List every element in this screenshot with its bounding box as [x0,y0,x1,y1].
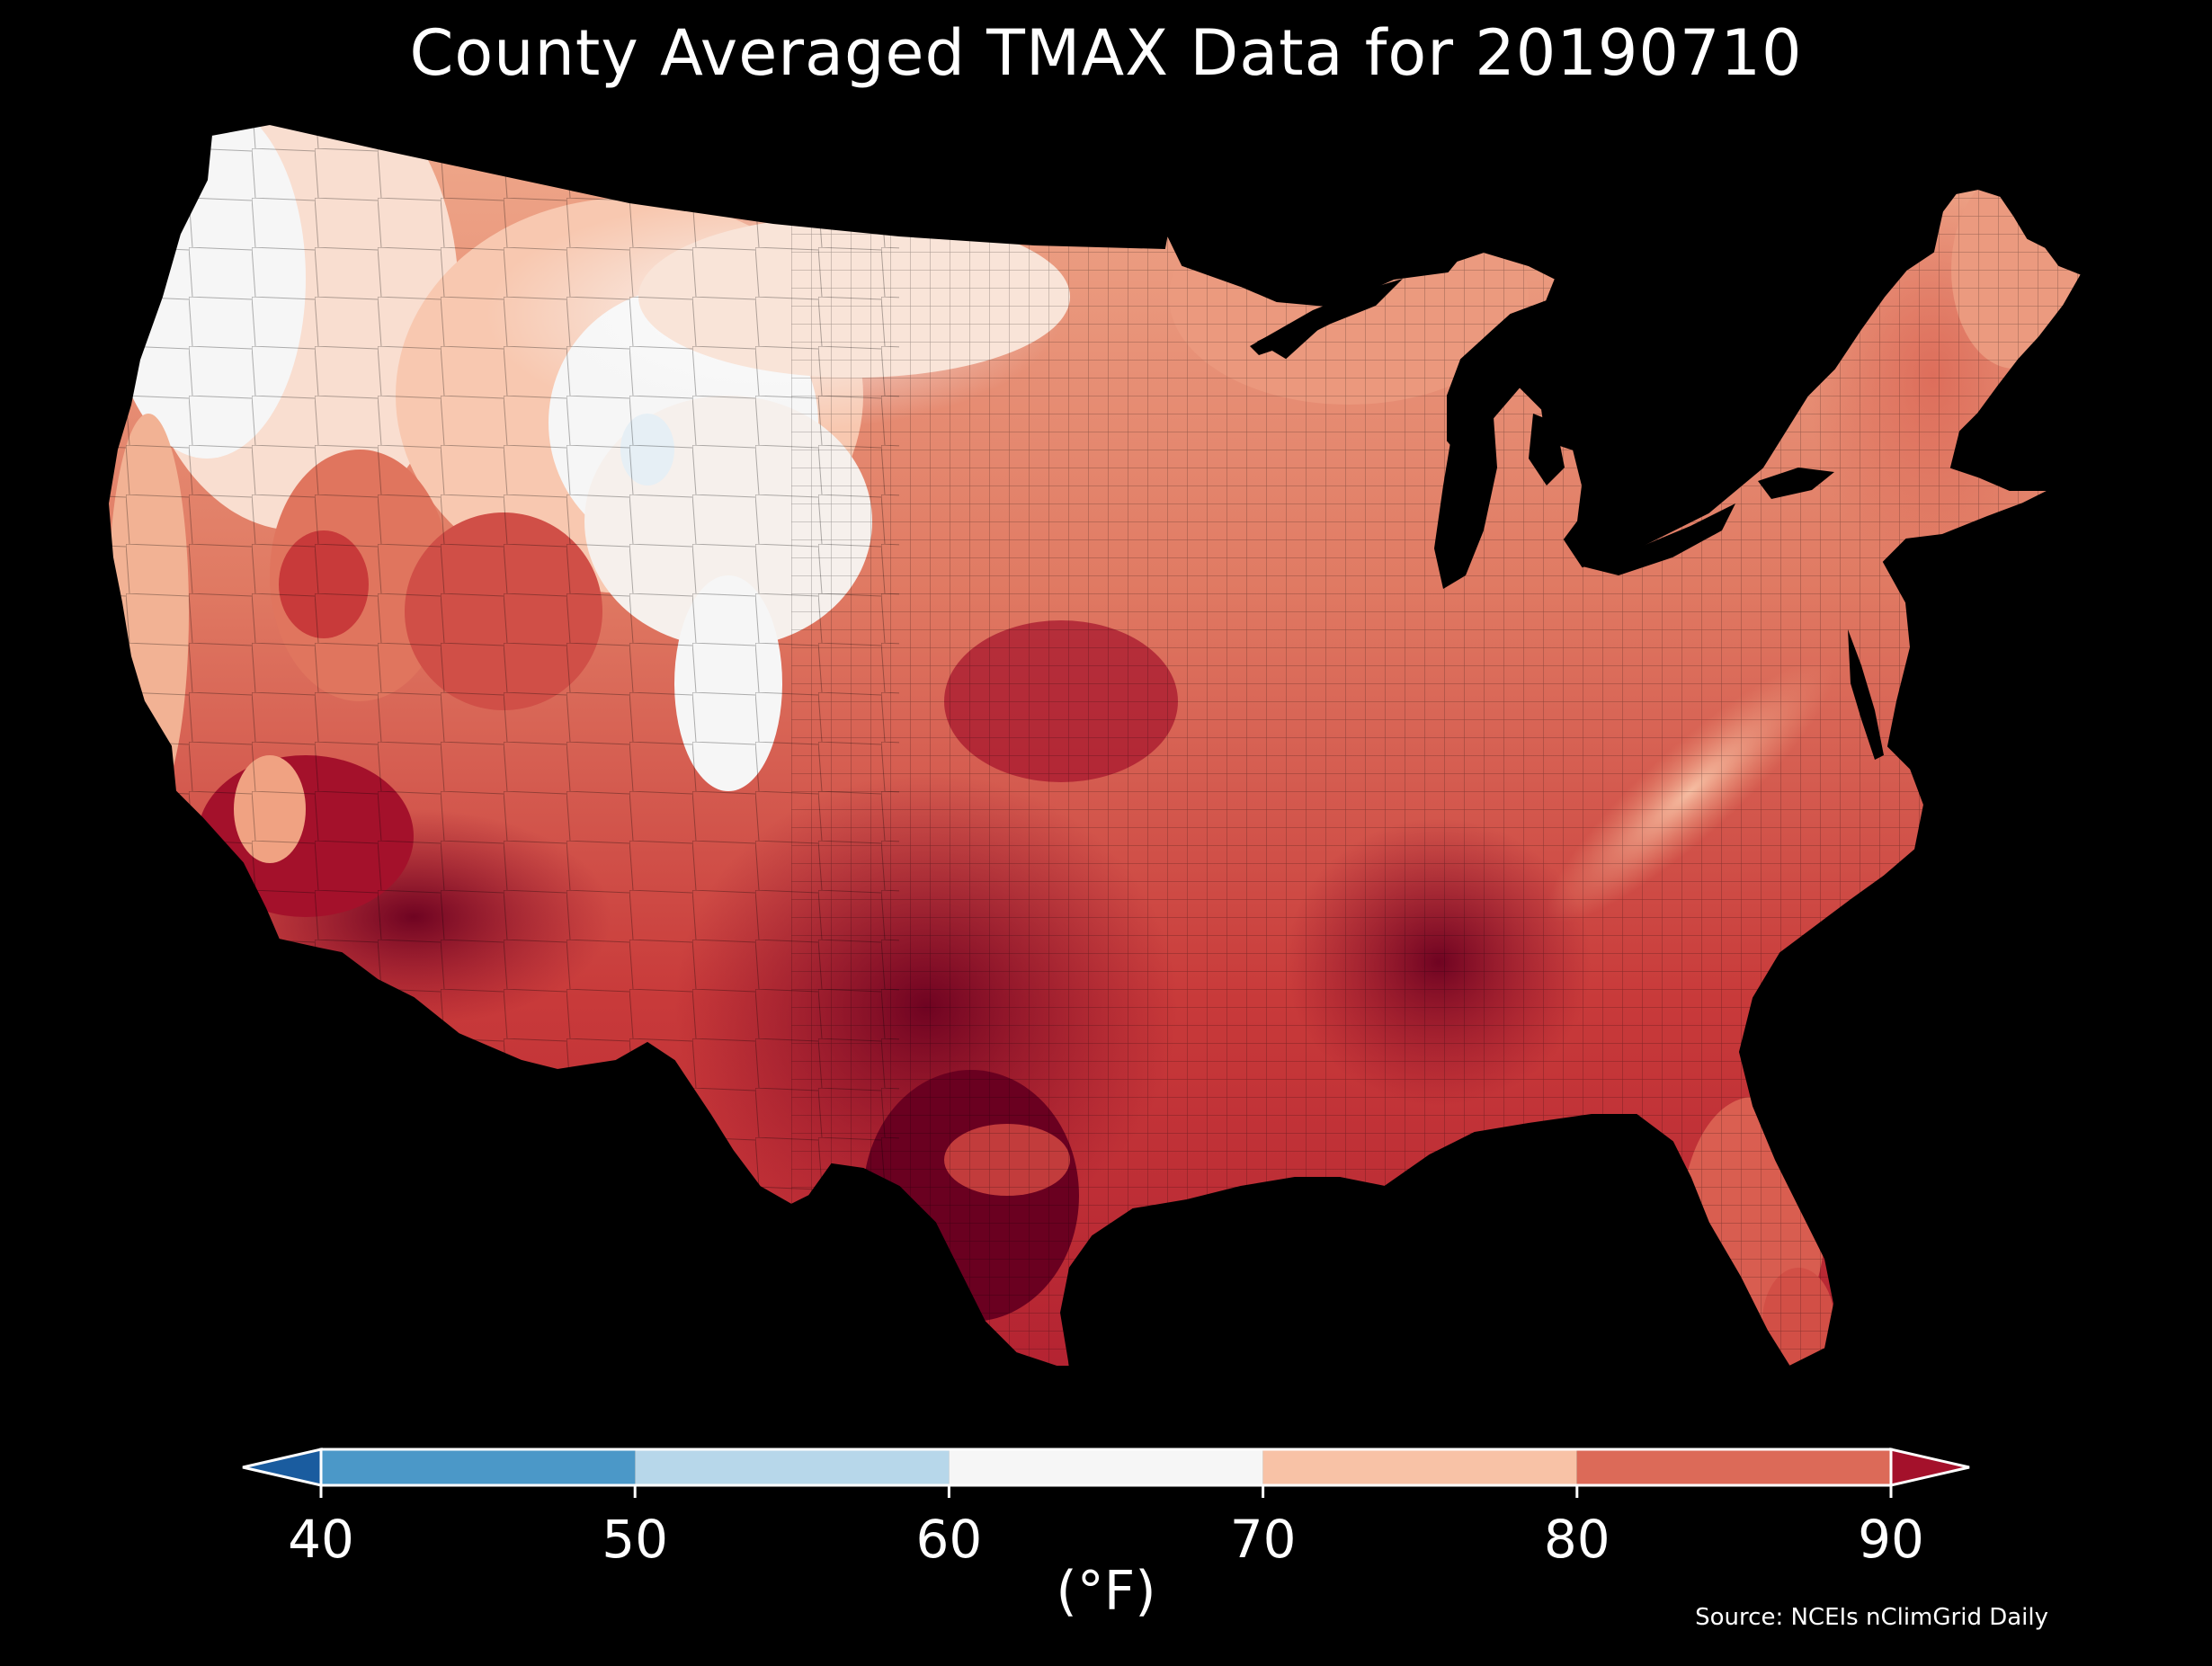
colorbar-over-arrow [1889,1448,1970,1487]
colorbar-bin-80-90 [1576,1449,1891,1485]
colorbar-tick-label: 90 [1858,1509,1924,1570]
chesapeake-bay [1848,629,1884,760]
colorbar-bin-40-50 [321,1449,636,1485]
map-title: County Averaged TMAX Data for 20190710 [409,16,1803,90]
great-lakes [1250,279,1834,589]
source-note: Source: NCEIs nClimGrid Daily [1695,1604,2048,1631]
us-outline [106,122,2083,1368]
colorbar-unit-label: (°F) [1056,1560,1156,1623]
colorbar-tick-label: 70 [1229,1509,1297,1570]
colorbar-ticks [319,1485,1893,1498]
colorbar-tick-label: 50 [602,1509,669,1570]
colorbar-bin-70-80 [1262,1449,1577,1485]
colorbar-bin-60-70 [949,1449,1263,1485]
colorbar-tick-label: 60 [915,1509,983,1570]
colorbar-tick-label: 40 [288,1509,354,1570]
colorbar-bins [321,1449,1891,1485]
colorbar-bin-50-60 [635,1449,950,1485]
colorbar-under-arrow [242,1448,323,1487]
colorbar-frame [319,1448,1893,1487]
colorbar-tick-label: 80 [1543,1509,1610,1570]
